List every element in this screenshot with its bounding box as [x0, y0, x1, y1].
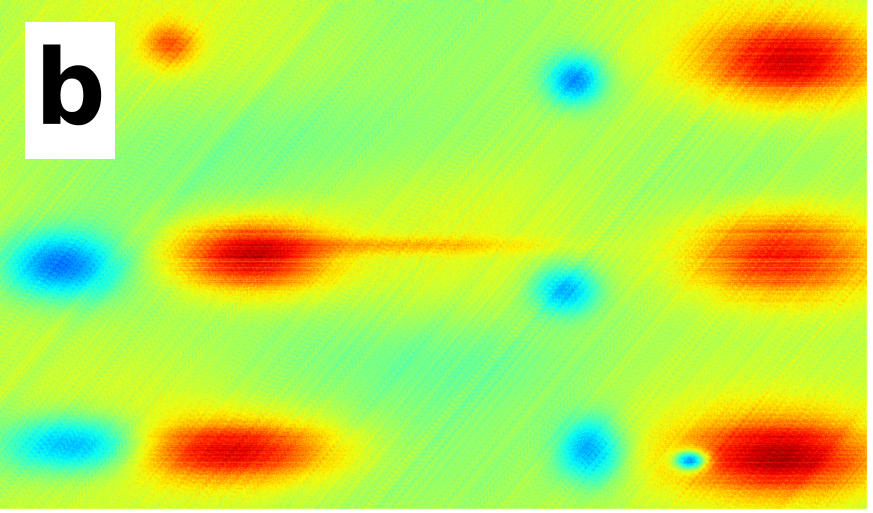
panel-label-text: b: [34, 26, 106, 149]
panel-label: b: [25, 22, 115, 159]
